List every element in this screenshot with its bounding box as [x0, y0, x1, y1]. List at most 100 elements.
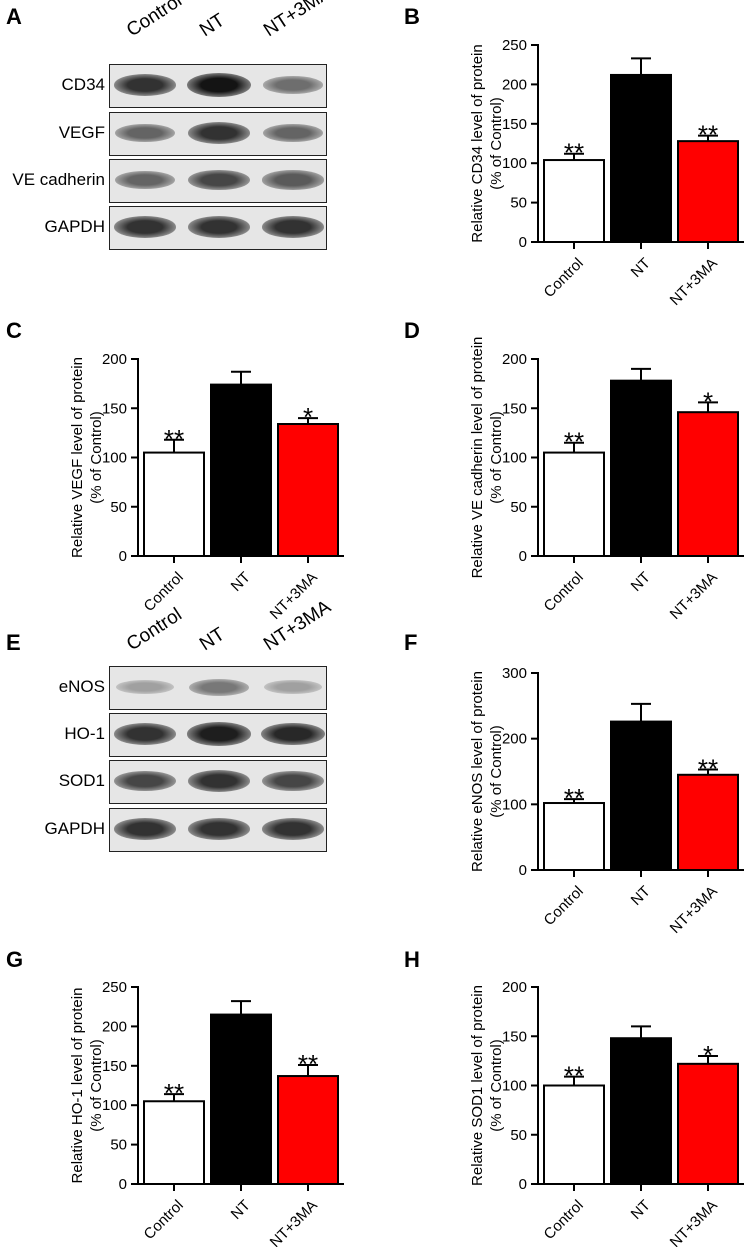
panel-label-f: F: [404, 630, 418, 655]
y-tick-label: 50: [510, 1127, 527, 1144]
y-tick-label: 250: [502, 37, 527, 54]
x-tick-label: NT: [628, 569, 654, 595]
protein-band: [189, 678, 249, 696]
x-tick-label: NT+3MA: [267, 569, 321, 623]
protein-band: [261, 818, 325, 840]
lane-label-control: Control: [123, 0, 186, 42]
bar-nt-3ma: [277, 1075, 339, 1186]
protein-band: [114, 170, 176, 190]
y-tick-label: 150: [502, 116, 527, 133]
y-tick-label: 200: [502, 979, 527, 996]
bar-nt: [210, 383, 272, 557]
x-tick-label: NT: [228, 569, 254, 595]
y-tick-label: 0: [519, 548, 527, 565]
panel-label-a: A: [6, 4, 22, 29]
protein-band: [187, 818, 251, 840]
bar-nt: [610, 379, 672, 557]
protein-band: [188, 169, 250, 191]
protein-band: [187, 122, 251, 144]
panel-label-e: E: [6, 630, 21, 655]
protein-band: [261, 722, 325, 746]
y-axis-label-line: Relative eNOS level of protein: [469, 671, 486, 872]
significance-label: *: [703, 1040, 713, 1070]
western-blot-e: Control NT NT+3MA eNOS HO-1 SOD1 GAPDH: [0, 596, 340, 865]
x-tick-label: Control: [541, 569, 587, 615]
protein-band: [113, 216, 177, 238]
y-axis-label: Relative CD34 level of protein (% of Cont…: [469, 44, 505, 242]
y-tick-label: 200: [502, 76, 527, 93]
y-tick-label: 50: [510, 195, 527, 212]
significance-label: **: [164, 424, 184, 454]
y-tick-label: 150: [502, 400, 527, 417]
bar-chart-g: Relative HO-1 level of protein (% of Cont…: [69, 979, 344, 1247]
x-tick-label: NT: [628, 883, 654, 909]
protein-band: [262, 76, 324, 94]
protein-band: [114, 123, 176, 143]
bar-control: [543, 451, 605, 557]
bar-nt-3ma: [277, 423, 339, 558]
blot-row-label: VEGF: [58, 123, 105, 142]
bar-nt-3ma: [677, 773, 739, 872]
y-tick-label: 100: [102, 450, 127, 467]
bar-nt-3ma: [677, 140, 739, 243]
x-tick-label: NT+3MA: [667, 1197, 721, 1247]
panel-label-h: H: [404, 947, 420, 972]
y-tick-label: 50: [110, 499, 127, 516]
y-tick-label: 250: [102, 979, 127, 996]
y-axis-label-line: (% of Control): [88, 411, 105, 504]
y-tick-label: 100: [502, 796, 527, 813]
significance-label: *: [703, 386, 713, 416]
bar-nt: [610, 1037, 672, 1185]
y-axis-label-line: Relative SOD1 level of protein: [469, 985, 486, 1186]
y-tick-label: 100: [102, 1097, 127, 1114]
x-tick-label: NT: [228, 1197, 254, 1223]
protein-band: [115, 679, 175, 695]
blot-row-label: GAPDH: [44, 819, 105, 838]
western-blot-a: Control NT NT+3MA CD34 VEGF VE cadherin GAPDH: [0, 0, 340, 250]
bar-chart-f: Relative eNOS level of protein (% of Cont…: [469, 665, 744, 937]
y-tick-label: 150: [102, 400, 127, 417]
significance-label: *: [303, 402, 313, 432]
lane-label-nt: NT: [196, 623, 229, 656]
blot-row-label: GAPDH: [44, 217, 105, 236]
y-tick-label: 200: [502, 351, 527, 368]
y-tick-label: 0: [519, 1176, 527, 1193]
y-tick-label: 0: [119, 548, 127, 565]
y-axis-label-line: (% of Control): [488, 725, 505, 818]
panel-label-c: C: [6, 318, 22, 343]
bar-nt-3ma: [677, 1062, 739, 1185]
y-tick-label: 0: [519, 862, 527, 879]
blot-row-label: SOD1: [58, 771, 105, 790]
significance-label: **: [298, 1049, 318, 1079]
bar-chart-h: Relative SOD1 level of protein (% of Cont…: [469, 979, 744, 1247]
significance-label: **: [164, 1078, 184, 1108]
blot-row-label: eNOS: [58, 677, 105, 696]
protein-band: [262, 123, 324, 143]
panel-label-b: B: [404, 4, 420, 29]
blot-strip: [109, 206, 327, 250]
bar-control: [543, 159, 605, 244]
y-axis-label-line: (% of Control): [488, 411, 505, 504]
significance-label: **: [698, 120, 718, 150]
y-axis-label: Relative VEGF level of protein (% of Cont…: [69, 357, 105, 558]
y-tick-label: 150: [502, 1028, 527, 1045]
protein-band: [114, 770, 176, 792]
y-tick-label: 0: [119, 1176, 127, 1193]
y-axis-label-line: Relative CD34 level of protein: [469, 44, 486, 242]
protein-band: [187, 770, 251, 792]
blot-strip: [109, 112, 327, 156]
lane-label-nt-3ma: NT+3MA: [260, 0, 335, 42]
x-tick-label: NT: [628, 1197, 654, 1223]
blot-row-label: VE cadherin: [12, 170, 105, 189]
protein-band: [113, 723, 177, 745]
y-tick-label: 50: [110, 1137, 127, 1154]
bar-nt: [610, 720, 672, 871]
protein-band: [263, 679, 323, 695]
x-tick-label: NT+3MA: [267, 1197, 321, 1247]
bar-chart-c: Relative VEGF level of protein (% of Cont…: [69, 351, 344, 623]
blot-strip: [109, 159, 327, 203]
significance-label: **: [564, 1061, 584, 1091]
bar-control: [143, 451, 205, 557]
x-tick-label: Control: [141, 1197, 187, 1243]
y-axis-label-line: Relative VE cadherin level of protein: [469, 337, 486, 579]
